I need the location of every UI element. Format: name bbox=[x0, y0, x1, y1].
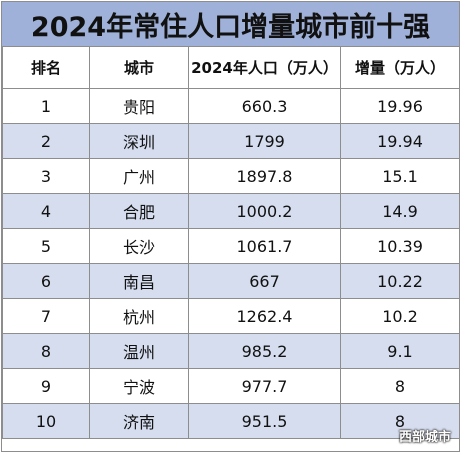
header-rank: 排名 bbox=[2, 46, 90, 89]
header-increase: 增量（万人） bbox=[340, 46, 460, 89]
watermark: 西部城市 bbox=[398, 430, 451, 445]
cell-rank: 3 bbox=[2, 158, 90, 194]
cell-city: 济南 bbox=[89, 403, 189, 439]
table-title: 2024年常住人口增量城市前十强 bbox=[2, 2, 459, 46]
cell-rank: 5 bbox=[2, 228, 90, 264]
cell-population: 660.3 bbox=[188, 88, 341, 124]
cell-city: 贵阳 bbox=[89, 88, 189, 124]
table-row: 9 宁波 977.7 8 bbox=[2, 368, 460, 404]
cell-population: 1061.7 bbox=[188, 228, 341, 264]
cell-population: 977.7 bbox=[188, 368, 341, 404]
cell-rank: 7 bbox=[2, 298, 90, 334]
cell-city: 长沙 bbox=[89, 228, 189, 264]
cell-increase: 8 bbox=[340, 368, 460, 404]
cell-rank: 8 bbox=[2, 333, 90, 369]
cell-city: 杭州 bbox=[89, 298, 189, 334]
cell-population: 1262.4 bbox=[188, 298, 341, 334]
cell-city: 温州 bbox=[89, 333, 189, 369]
cell-population: 951.5 bbox=[188, 403, 341, 439]
table-row: 7 杭州 1262.4 10.2 bbox=[2, 298, 460, 334]
cell-increase: 19.94 bbox=[340, 123, 460, 159]
table-row: 8 温州 985.2 9.1 bbox=[2, 333, 460, 369]
cell-rank: 10 bbox=[2, 403, 90, 439]
cell-increase: 10.2 bbox=[340, 298, 460, 334]
table-row: 2 深圳 1799 19.94 bbox=[2, 123, 460, 159]
cell-rank: 6 bbox=[2, 263, 90, 299]
cell-increase: 9.1 bbox=[340, 333, 460, 369]
table-row: 3 广州 1897.8 15.1 bbox=[2, 158, 460, 194]
cell-increase: 15.1 bbox=[340, 158, 460, 194]
cell-rank: 9 bbox=[2, 368, 90, 404]
cell-increase: 8 bbox=[340, 403, 460, 439]
table-row: 1 贵阳 660.3 19.96 bbox=[2, 88, 460, 124]
cell-increase: 10.39 bbox=[340, 228, 460, 264]
cell-rank: 1 bbox=[2, 88, 90, 124]
cell-city: 广州 bbox=[89, 158, 189, 194]
cell-increase: 19.96 bbox=[340, 88, 460, 124]
table-row: 6 南昌 667 10.22 bbox=[2, 263, 460, 299]
cell-city: 南昌 bbox=[89, 263, 189, 299]
cell-population: 985.2 bbox=[188, 333, 341, 369]
cell-city: 宁波 bbox=[89, 368, 189, 404]
cell-city: 合肥 bbox=[89, 193, 189, 229]
header-population: 2024年人口（万人） bbox=[188, 46, 341, 89]
cell-increase: 10.22 bbox=[340, 263, 460, 299]
table-row: 4 合肥 1000.2 14.9 bbox=[2, 193, 460, 229]
cell-rank: 2 bbox=[2, 123, 90, 159]
cell-increase: 14.9 bbox=[340, 193, 460, 229]
cell-population: 1897.8 bbox=[188, 158, 341, 194]
table-row: 5 长沙 1061.7 10.39 bbox=[2, 228, 460, 264]
cell-population: 1799 bbox=[188, 123, 341, 159]
cell-city: 深圳 bbox=[89, 123, 189, 159]
table-row: 10 济南 951.5 8 bbox=[2, 403, 460, 439]
cell-population: 1000.2 bbox=[188, 193, 341, 229]
header-city: 城市 bbox=[89, 46, 189, 89]
cell-population: 667 bbox=[188, 263, 341, 299]
ranking-table: 排名 城市 2024年人口（万人） 增量（万人） 1 贵阳 660.3 19.9… bbox=[2, 46, 460, 439]
header-row: 排名 城市 2024年人口（万人） 增量（万人） bbox=[2, 46, 460, 89]
cell-rank: 4 bbox=[2, 193, 90, 229]
